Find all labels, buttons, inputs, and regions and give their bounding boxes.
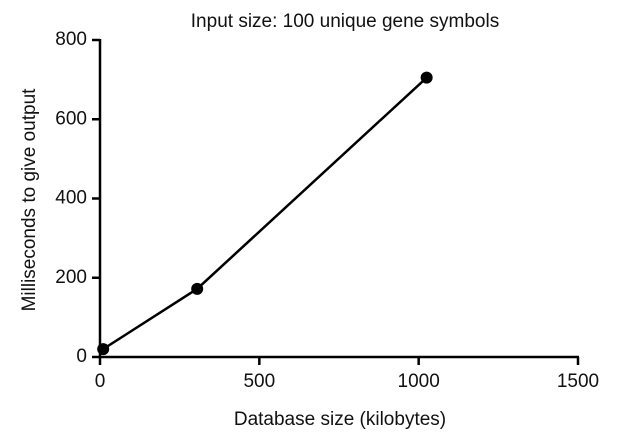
y-tick-label: 200 <box>55 267 87 288</box>
x-tick-label: 1500 <box>557 371 599 392</box>
x-tick-label: 1000 <box>398 371 440 392</box>
y-tick-label: 0 <box>76 346 87 367</box>
y-tick-label: 600 <box>55 108 87 129</box>
chart-title: Input size: 100 unique gene symbols <box>191 11 499 32</box>
y-tick-label: 800 <box>55 29 87 50</box>
x-axis-label: Database size (kilobytes) <box>234 409 446 430</box>
y-axis-label: Milliseconds to give output <box>19 88 40 312</box>
x-tick-label: 0 <box>95 371 106 392</box>
y-tick-label: 400 <box>55 188 87 209</box>
x-tick-label: 500 <box>243 371 275 392</box>
marker <box>191 282 204 295</box>
line <box>102 76 428 351</box>
marker <box>420 71 433 84</box>
marker <box>97 343 110 356</box>
